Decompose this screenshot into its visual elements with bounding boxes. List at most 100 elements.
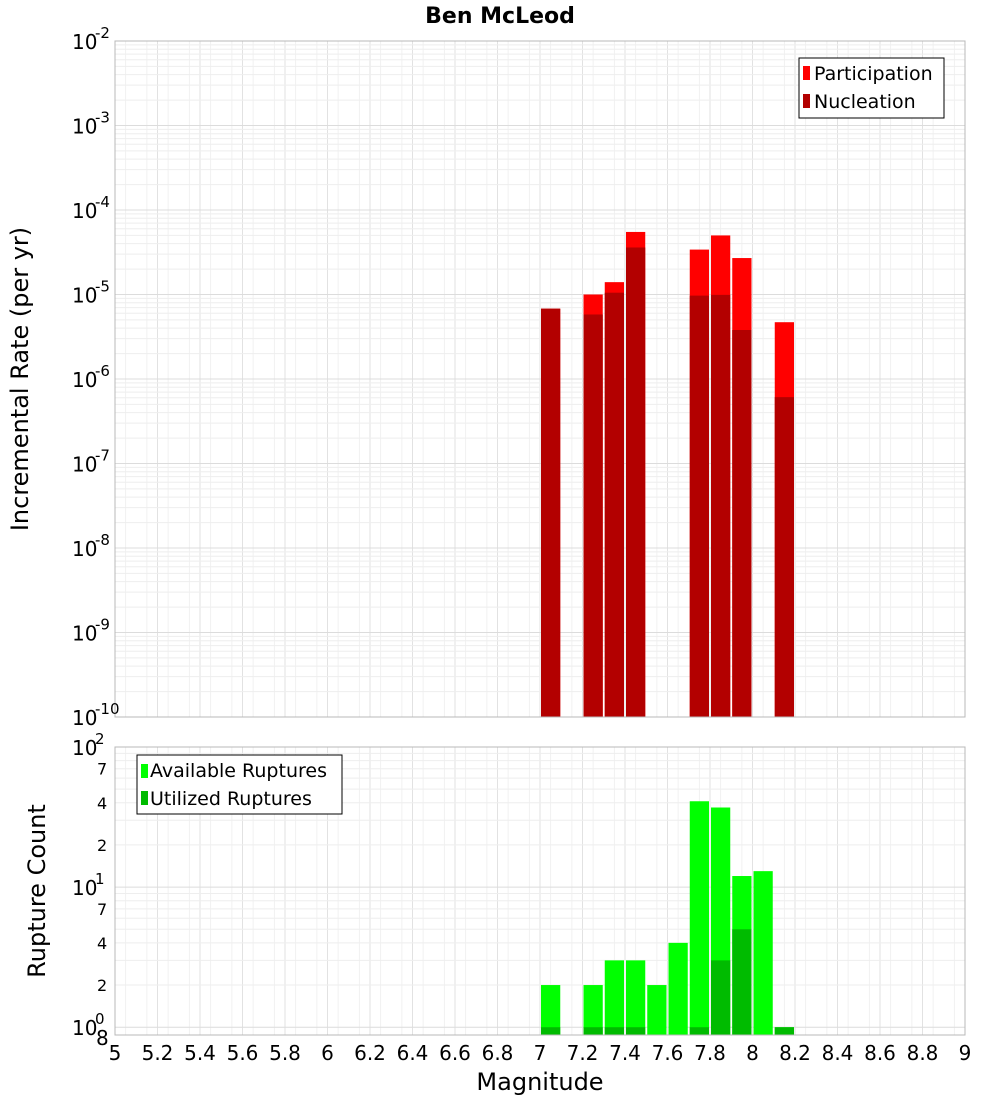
available-ruptures-bar xyxy=(583,985,603,1035)
nucleation-bar xyxy=(689,295,709,717)
x-tick-label: 7.8 xyxy=(694,1041,726,1065)
participation-legend-label: Participation xyxy=(814,63,933,85)
utilized-ruptures-bar xyxy=(583,1027,603,1035)
x-tick-label: 9 xyxy=(959,1041,972,1065)
available-legend-swatch xyxy=(141,764,148,778)
bottom-y-major-tick: 101 xyxy=(72,870,105,900)
bottom-y-minor-tick: 8 xyxy=(96,1026,109,1050)
top-y-tick-exponent: -4 xyxy=(95,193,110,211)
top-y-tick-base: 10 xyxy=(72,199,97,223)
x-tick-label: 6.6 xyxy=(439,1041,471,1065)
bottom-y-minor-tick: 2 xyxy=(97,976,107,995)
utilized-ruptures-bar xyxy=(689,1027,709,1035)
nucleation-legend-swatch xyxy=(803,94,810,108)
x-tick-label: 6.8 xyxy=(482,1041,514,1065)
x-tick-label: 5.6 xyxy=(227,1041,259,1065)
bottom-y-minor-tick: 2 xyxy=(97,836,107,855)
bottom-y-tick-exponent: 1 xyxy=(95,870,105,888)
utilized-legend-swatch xyxy=(141,791,148,805)
top-y-tick: 10-3 xyxy=(72,109,110,139)
x-tick-label: 8.8 xyxy=(907,1041,939,1065)
top-y-tick-base: 10 xyxy=(72,30,97,54)
nucleation-bar xyxy=(604,292,624,717)
nucleation-bar xyxy=(774,397,794,717)
nucleation-legend-label: Nucleation xyxy=(814,91,916,113)
utilized-ruptures-bar xyxy=(604,1027,624,1035)
top-y-tick-exponent: -8 xyxy=(95,531,110,549)
chart-title: Ben McLeod xyxy=(425,4,575,29)
x-tick-label: 8.2 xyxy=(779,1041,811,1065)
x-tick-label: 7.6 xyxy=(652,1041,684,1065)
bottom-y-minor-tick: 7 xyxy=(97,760,107,779)
available-ruptures-bar xyxy=(626,960,646,1035)
bottom-plot-frame xyxy=(114,746,966,1036)
nucleation-bar xyxy=(541,308,561,717)
x-axis-label: Magnitude xyxy=(476,1068,603,1096)
top-y-tick-base: 10 xyxy=(72,453,97,477)
available-ruptures-bar xyxy=(541,985,561,1035)
x-tick-label: 8.6 xyxy=(864,1041,896,1065)
top-y-tick-exponent: -3 xyxy=(95,109,110,127)
top-plot-grid xyxy=(114,40,966,718)
x-tick-labels: 5 5.2 5.4 5.6 5.8 6 6.2 6.4 6.6 6.8 7 7.2 7.4 7.6 7.8 8… xyxy=(109,1041,972,1065)
available-ruptures-bar xyxy=(689,801,709,1035)
top-y-tick: 10-7 xyxy=(72,447,110,477)
top-y-tick: 10-5 xyxy=(72,278,110,308)
available-ruptures-bar xyxy=(604,960,624,1035)
top-y-tick: 10-9 xyxy=(72,616,110,646)
top-y-axis-label: Incremental Rate (per yr) xyxy=(6,227,34,531)
bottom-y-minor-tick: 7 xyxy=(97,900,107,919)
utilized-ruptures-bar xyxy=(774,1027,794,1035)
utilized-ruptures-bar xyxy=(541,1027,561,1035)
x-tick-label: 5.2 xyxy=(142,1041,174,1065)
participation-legend-swatch xyxy=(803,66,810,80)
bottom-y-tick-exponent: 0 xyxy=(95,1010,105,1028)
top-y-tick: 10-4 xyxy=(72,193,110,223)
bottom-y-tick-exponent: 2 xyxy=(95,730,105,748)
available-legend-label: Available Ruptures xyxy=(150,760,327,782)
bottom-y-minor-tick: 4 xyxy=(97,934,107,953)
top-legend: Participation Nucleation xyxy=(798,57,945,119)
x-tick-label: 8 xyxy=(746,1041,759,1065)
x-tick-label: 6 xyxy=(321,1041,334,1065)
top-y-tick-base: 10 xyxy=(72,622,97,646)
top-y-tick-base: 10 xyxy=(72,706,97,730)
x-tick-label: 5 xyxy=(109,1041,122,1065)
bottom-y-major-tick: 102 xyxy=(72,730,105,760)
top-y-tick: 10-2 xyxy=(72,24,110,54)
x-tick-label: 8.4 xyxy=(822,1041,854,1065)
top-y-tick-exponent: -6 xyxy=(95,362,110,380)
top-y-tick-exponent: -9 xyxy=(95,616,110,634)
bottom-y-tick-base: 10 xyxy=(72,1016,97,1040)
top-y-tick-exponent: -10 xyxy=(95,700,120,718)
bottom-y-tick-base: 10 xyxy=(72,736,97,760)
bottom-y-tick-base: 10 xyxy=(72,876,97,900)
top-y-tick-labels: 10-210-310-410-510-610-710-810-910-10 xyxy=(72,24,120,730)
top-y-tick-base: 10 xyxy=(72,537,97,561)
x-tick-label: 6.2 xyxy=(354,1041,386,1065)
top-y-tick-exponent: -7 xyxy=(95,447,110,465)
utilized-legend-label: Utilized Ruptures xyxy=(150,788,312,810)
top-y-tick-base: 10 xyxy=(72,115,97,139)
available-ruptures-bar xyxy=(753,871,773,1035)
x-tick-label: 7.4 xyxy=(609,1041,641,1065)
x-tick-label: 5.8 xyxy=(269,1041,301,1065)
top-plot-frame xyxy=(114,40,966,718)
x-tick-label: 7 xyxy=(534,1041,547,1065)
available-ruptures-bar xyxy=(668,942,688,1035)
top-legend-box xyxy=(798,57,945,119)
x-tick-label: 7.2 xyxy=(567,1041,599,1065)
utilized-ruptures-bar xyxy=(732,929,752,1035)
x-tick-label: 5.4 xyxy=(184,1041,216,1065)
nucleation-bar xyxy=(626,247,646,717)
top-y-tick-exponent: -5 xyxy=(95,278,110,296)
top-y-tick-exponent: -2 xyxy=(95,24,110,42)
nucleation-bars xyxy=(541,247,794,717)
bottom-y-major-tick: 100 xyxy=(72,1010,105,1040)
top-y-tick-base: 10 xyxy=(72,284,97,308)
top-y-tick: 10-10 xyxy=(72,700,120,730)
bottom-legend-box xyxy=(136,754,343,815)
x-tick-label: 6.4 xyxy=(397,1041,429,1065)
